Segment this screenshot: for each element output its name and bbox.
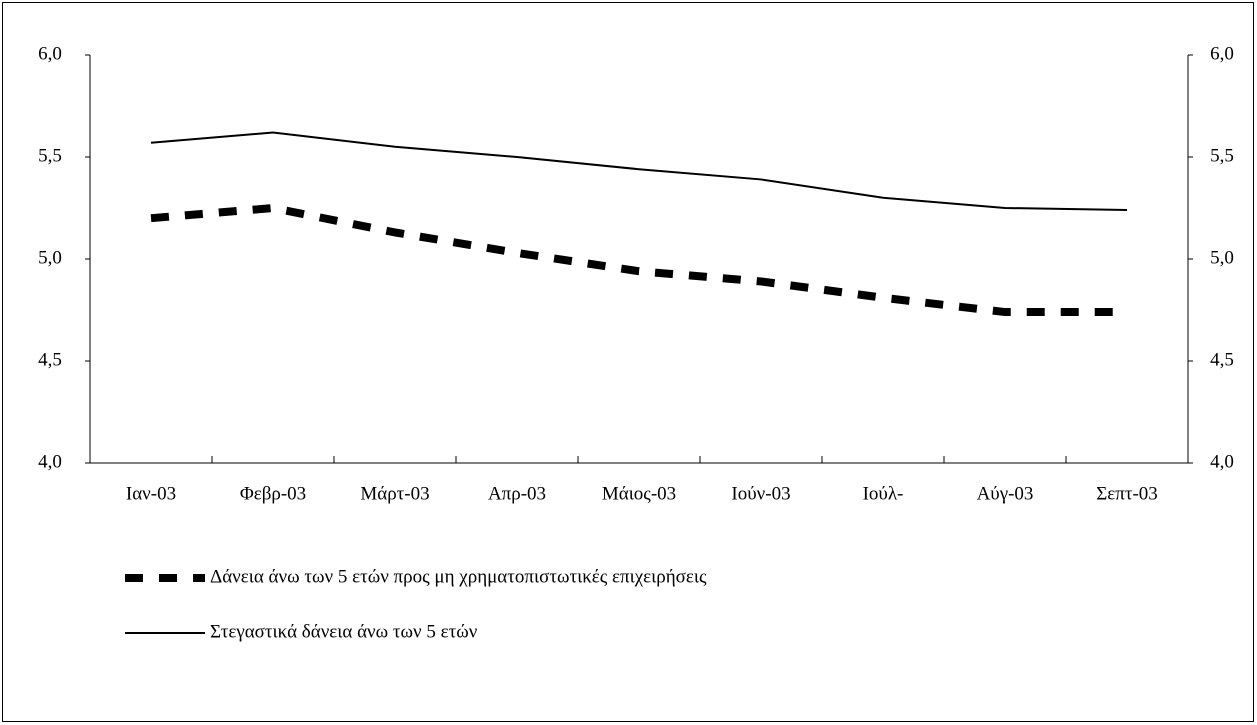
y2-tick-label: 4,5 [1210,349,1234,370]
y-tick-label: 4,5 [38,349,62,370]
x-tick-label: Αύγ-03 [977,483,1034,504]
series-line [150,131,1128,212]
y2-tick-label: 6,0 [1210,43,1234,64]
y-tick-label: 4,0 [38,451,62,472]
y-tick-label: 5,5 [38,145,62,166]
x-tick-label: Μάρτ-03 [360,483,429,504]
y-tick-label: 6,0 [38,43,62,64]
x-tick-label: Σεπτ-03 [1096,483,1158,504]
x-tick-label: Μάιος-03 [602,483,676,504]
x-tick-label: Απρ-03 [488,483,546,504]
legend-label: Στεγαστικά δάνεια άνω των 5 ετών [210,621,478,642]
series-line [150,203,1127,317]
y2-tick-label: 5,5 [1210,145,1234,166]
y2-tick-label: 4,0 [1210,451,1234,472]
legend-label: Δάνεια άνω των 5 ετών προς μη χρηματοπισ… [210,566,707,587]
x-tick-label: Ιούν-03 [731,483,790,504]
x-tick-label: Ιαν-03 [126,483,176,504]
x-tick-label: Ιούλ- [863,483,904,504]
y-tick-label: 5,0 [38,247,62,268]
y2-tick-label: 5,0 [1210,247,1234,268]
x-tick-label: Φεβρ-03 [240,483,306,504]
